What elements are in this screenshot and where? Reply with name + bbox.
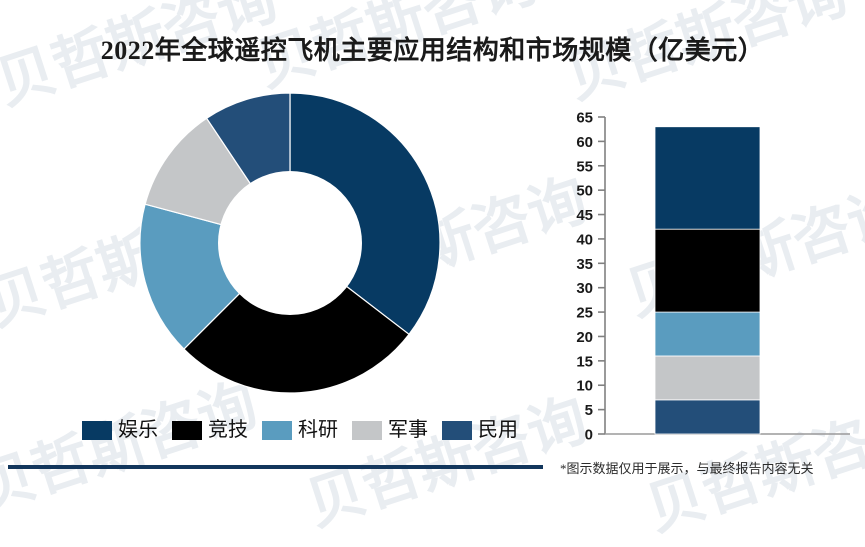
legend-swatch [352, 420, 382, 440]
legend-item[interactable]: 民用 [442, 420, 518, 440]
y-tick-label: 45 [576, 207, 593, 224]
bar-segment-group [654, 126, 761, 435]
legend-label: 竞技 [208, 419, 248, 441]
bar-segment-娱乐[interactable] [654, 126, 761, 230]
donut-slice-娱乐[interactable] [289, 92, 441, 336]
y-tick-label: 0 [585, 427, 593, 444]
y-tick-label: 10 [576, 378, 593, 395]
legend-item[interactable]: 竞技 [172, 420, 248, 440]
chart-container: 2022年全球遥控飞机主要应用结构和市场规模（亿美元） 娱乐 竞技 科研 军事 民用 6… [8, 36, 860, 476]
legend-swatch [442, 420, 472, 440]
legend-label: 军事 [388, 419, 428, 441]
bar-segment-军事[interactable] [654, 355, 761, 401]
y-tick-label: 60 [576, 134, 593, 151]
donut-svg [139, 92, 441, 394]
legend-label: 科研 [298, 419, 338, 441]
y-tick-label: 35 [576, 256, 593, 273]
donut-hole [218, 171, 362, 315]
donut-chart [130, 88, 450, 398]
bar-segment-科研[interactable] [654, 311, 761, 357]
legend-item[interactable]: 娱乐 [82, 420, 158, 440]
chart-legend: 娱乐 竞技 科研 军事 民用 [60, 420, 540, 440]
legend-label: 娱乐 [118, 419, 158, 441]
y-tick-label: 5 [585, 402, 593, 419]
y-tick-label: 25 [576, 305, 593, 322]
stacked-bar-chart: 65 60 55 50 45 40 35 30 25 20 15 10 5 0 [560, 100, 860, 450]
bar-segment-竞技[interactable] [654, 228, 761, 313]
y-tick-label: 65 [576, 110, 593, 127]
y-tick-label: 40 [576, 231, 593, 248]
legend-item[interactable]: 科研 [262, 420, 338, 440]
bottom-divider [8, 465, 543, 469]
y-tick-label: 50 [576, 183, 593, 200]
legend-label: 民用 [478, 419, 518, 441]
legend-swatch [262, 420, 292, 440]
legend-item[interactable]: 军事 [352, 420, 428, 440]
y-tick-label: 30 [576, 280, 593, 297]
bar-segment-民用[interactable] [654, 399, 761, 435]
page-title: 2022年全球遥控飞机主要应用结构和市场规模（亿美元） [100, 36, 765, 65]
footnote: *图示数据仅用于展示，与最终报告内容无关 [560, 461, 814, 476]
y-tick-label: 20 [576, 329, 593, 346]
y-tick-label: 55 [576, 158, 593, 175]
y-tick-label: 15 [576, 353, 593, 370]
donut-slice-竞技[interactable] [183, 242, 410, 394]
legend-swatch [172, 420, 202, 440]
legend-swatch [82, 420, 112, 440]
